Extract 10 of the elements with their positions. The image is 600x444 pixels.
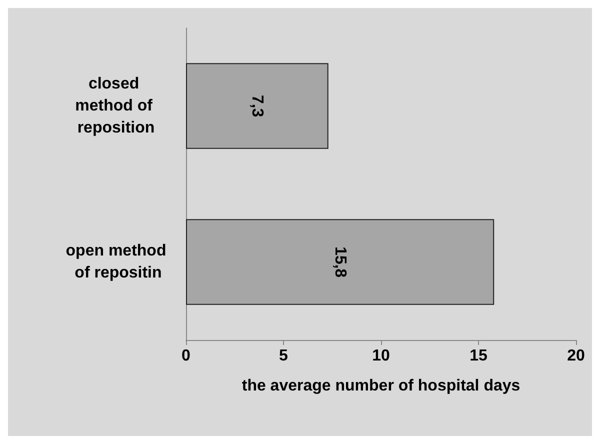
data-label: 7,3 bbox=[248, 94, 266, 118]
x-tick-label: 5 bbox=[279, 348, 288, 364]
y-tick-label: closed method of reposition bbox=[75, 76, 157, 136]
x-tick-label: 20 bbox=[567, 348, 585, 364]
x-axis-title: the average number of hospital days bbox=[242, 378, 520, 394]
y-tick-label: open method of repositin bbox=[66, 242, 166, 282]
data-label: 15,8 bbox=[332, 246, 349, 278]
x-tick-label: 10 bbox=[372, 348, 390, 364]
x-tick-label: 15 bbox=[470, 348, 488, 364]
x-tick-label: 0 bbox=[182, 348, 191, 364]
